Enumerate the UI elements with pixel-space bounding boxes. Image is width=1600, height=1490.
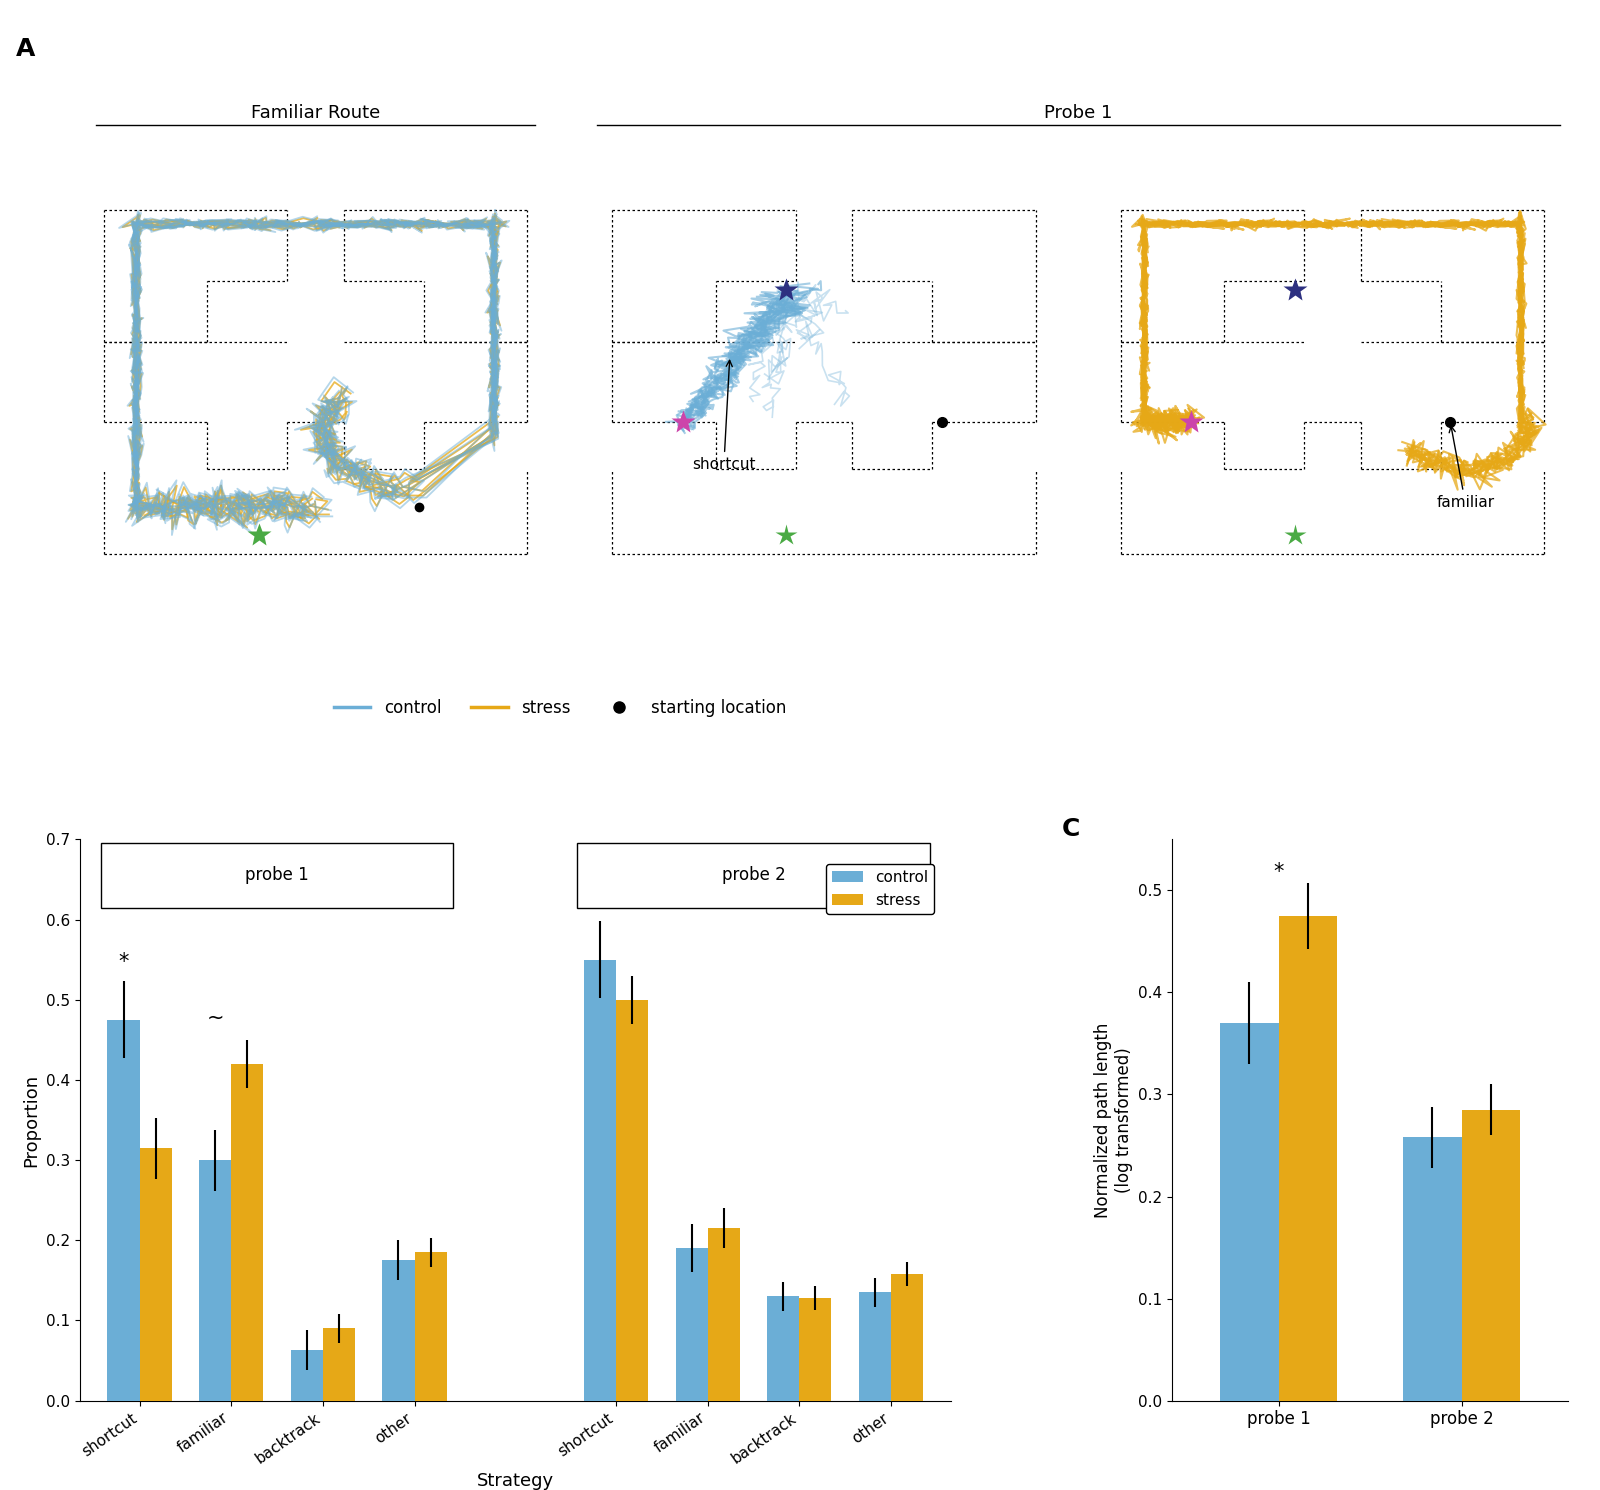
Text: *: * bbox=[118, 952, 128, 971]
Text: Probe 1: Probe 1 bbox=[1045, 103, 1112, 122]
Bar bbox=[891, 1274, 923, 1401]
Text: Familiar Route: Familiar Route bbox=[251, 103, 381, 122]
Bar bbox=[616, 1000, 648, 1401]
Bar bbox=[107, 1019, 139, 1401]
Bar bbox=[232, 1064, 264, 1401]
Legend: control, stress: control, stress bbox=[826, 864, 934, 913]
Bar bbox=[139, 1147, 171, 1401]
Y-axis label: Normalized path length
(log transformed): Normalized path length (log transformed) bbox=[1094, 1022, 1133, 1217]
Text: probe 1: probe 1 bbox=[245, 867, 309, 885]
Bar bbox=[859, 1292, 891, 1401]
X-axis label: Strategy: Strategy bbox=[477, 1472, 554, 1490]
Bar bbox=[584, 960, 616, 1401]
Bar bbox=[1462, 1110, 1520, 1401]
Bar bbox=[675, 1249, 707, 1401]
Bar bbox=[414, 1252, 446, 1401]
Text: familiar: familiar bbox=[1437, 426, 1494, 510]
Bar bbox=[323, 1329, 355, 1401]
Text: *: * bbox=[1274, 863, 1283, 882]
Bar bbox=[768, 1296, 800, 1401]
Bar bbox=[800, 1298, 832, 1401]
Bar bbox=[707, 1228, 739, 1401]
Text: ~: ~ bbox=[206, 1007, 224, 1028]
Text: C: C bbox=[1061, 817, 1080, 840]
Bar bbox=[1219, 1024, 1278, 1401]
Bar bbox=[382, 1261, 414, 1401]
Bar bbox=[1403, 1137, 1462, 1401]
Y-axis label: Proportion: Proportion bbox=[22, 1073, 40, 1167]
Text: probe 2: probe 2 bbox=[722, 867, 786, 885]
FancyBboxPatch shape bbox=[101, 843, 453, 907]
Bar bbox=[1278, 916, 1338, 1401]
Bar bbox=[291, 1350, 323, 1401]
Legend: control, stress, starting location: control, stress, starting location bbox=[326, 693, 794, 724]
FancyBboxPatch shape bbox=[578, 843, 930, 907]
Bar bbox=[198, 1161, 232, 1401]
Text: A: A bbox=[16, 37, 35, 61]
Text: shortcut: shortcut bbox=[693, 361, 755, 472]
